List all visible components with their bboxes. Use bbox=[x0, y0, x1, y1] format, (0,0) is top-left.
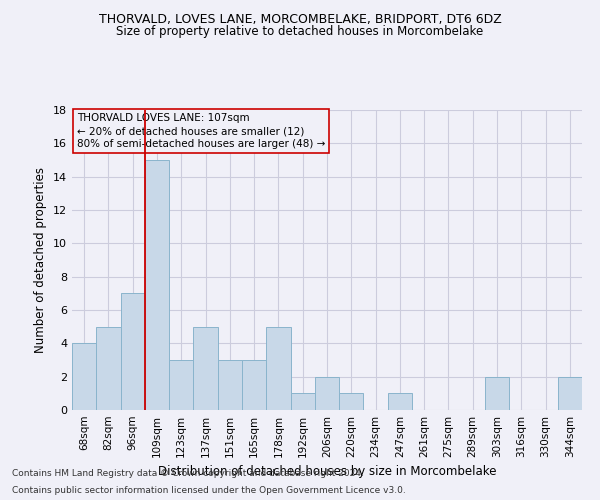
Bar bbox=[388, 394, 412, 410]
Bar bbox=[266, 326, 290, 410]
Bar bbox=[290, 394, 315, 410]
Bar bbox=[96, 326, 121, 410]
Bar bbox=[315, 376, 339, 410]
Bar bbox=[72, 344, 96, 410]
Text: Size of property relative to detached houses in Morcombelake: Size of property relative to detached ho… bbox=[116, 25, 484, 38]
Bar bbox=[121, 294, 145, 410]
Y-axis label: Number of detached properties: Number of detached properties bbox=[34, 167, 47, 353]
Bar bbox=[145, 160, 169, 410]
Bar bbox=[558, 376, 582, 410]
Bar bbox=[485, 376, 509, 410]
Bar bbox=[218, 360, 242, 410]
Bar bbox=[193, 326, 218, 410]
Text: Contains HM Land Registry data © Crown copyright and database right 2024.: Contains HM Land Registry data © Crown c… bbox=[12, 468, 364, 477]
Bar bbox=[339, 394, 364, 410]
X-axis label: Distribution of detached houses by size in Morcombelake: Distribution of detached houses by size … bbox=[158, 466, 496, 478]
Bar bbox=[169, 360, 193, 410]
Text: THORVALD, LOVES LANE, MORCOMBELAKE, BRIDPORT, DT6 6DZ: THORVALD, LOVES LANE, MORCOMBELAKE, BRID… bbox=[98, 12, 502, 26]
Text: THORVALD LOVES LANE: 107sqm
← 20% of detached houses are smaller (12)
80% of sem: THORVALD LOVES LANE: 107sqm ← 20% of det… bbox=[77, 113, 325, 150]
Bar bbox=[242, 360, 266, 410]
Text: Contains public sector information licensed under the Open Government Licence v3: Contains public sector information licen… bbox=[12, 486, 406, 495]
